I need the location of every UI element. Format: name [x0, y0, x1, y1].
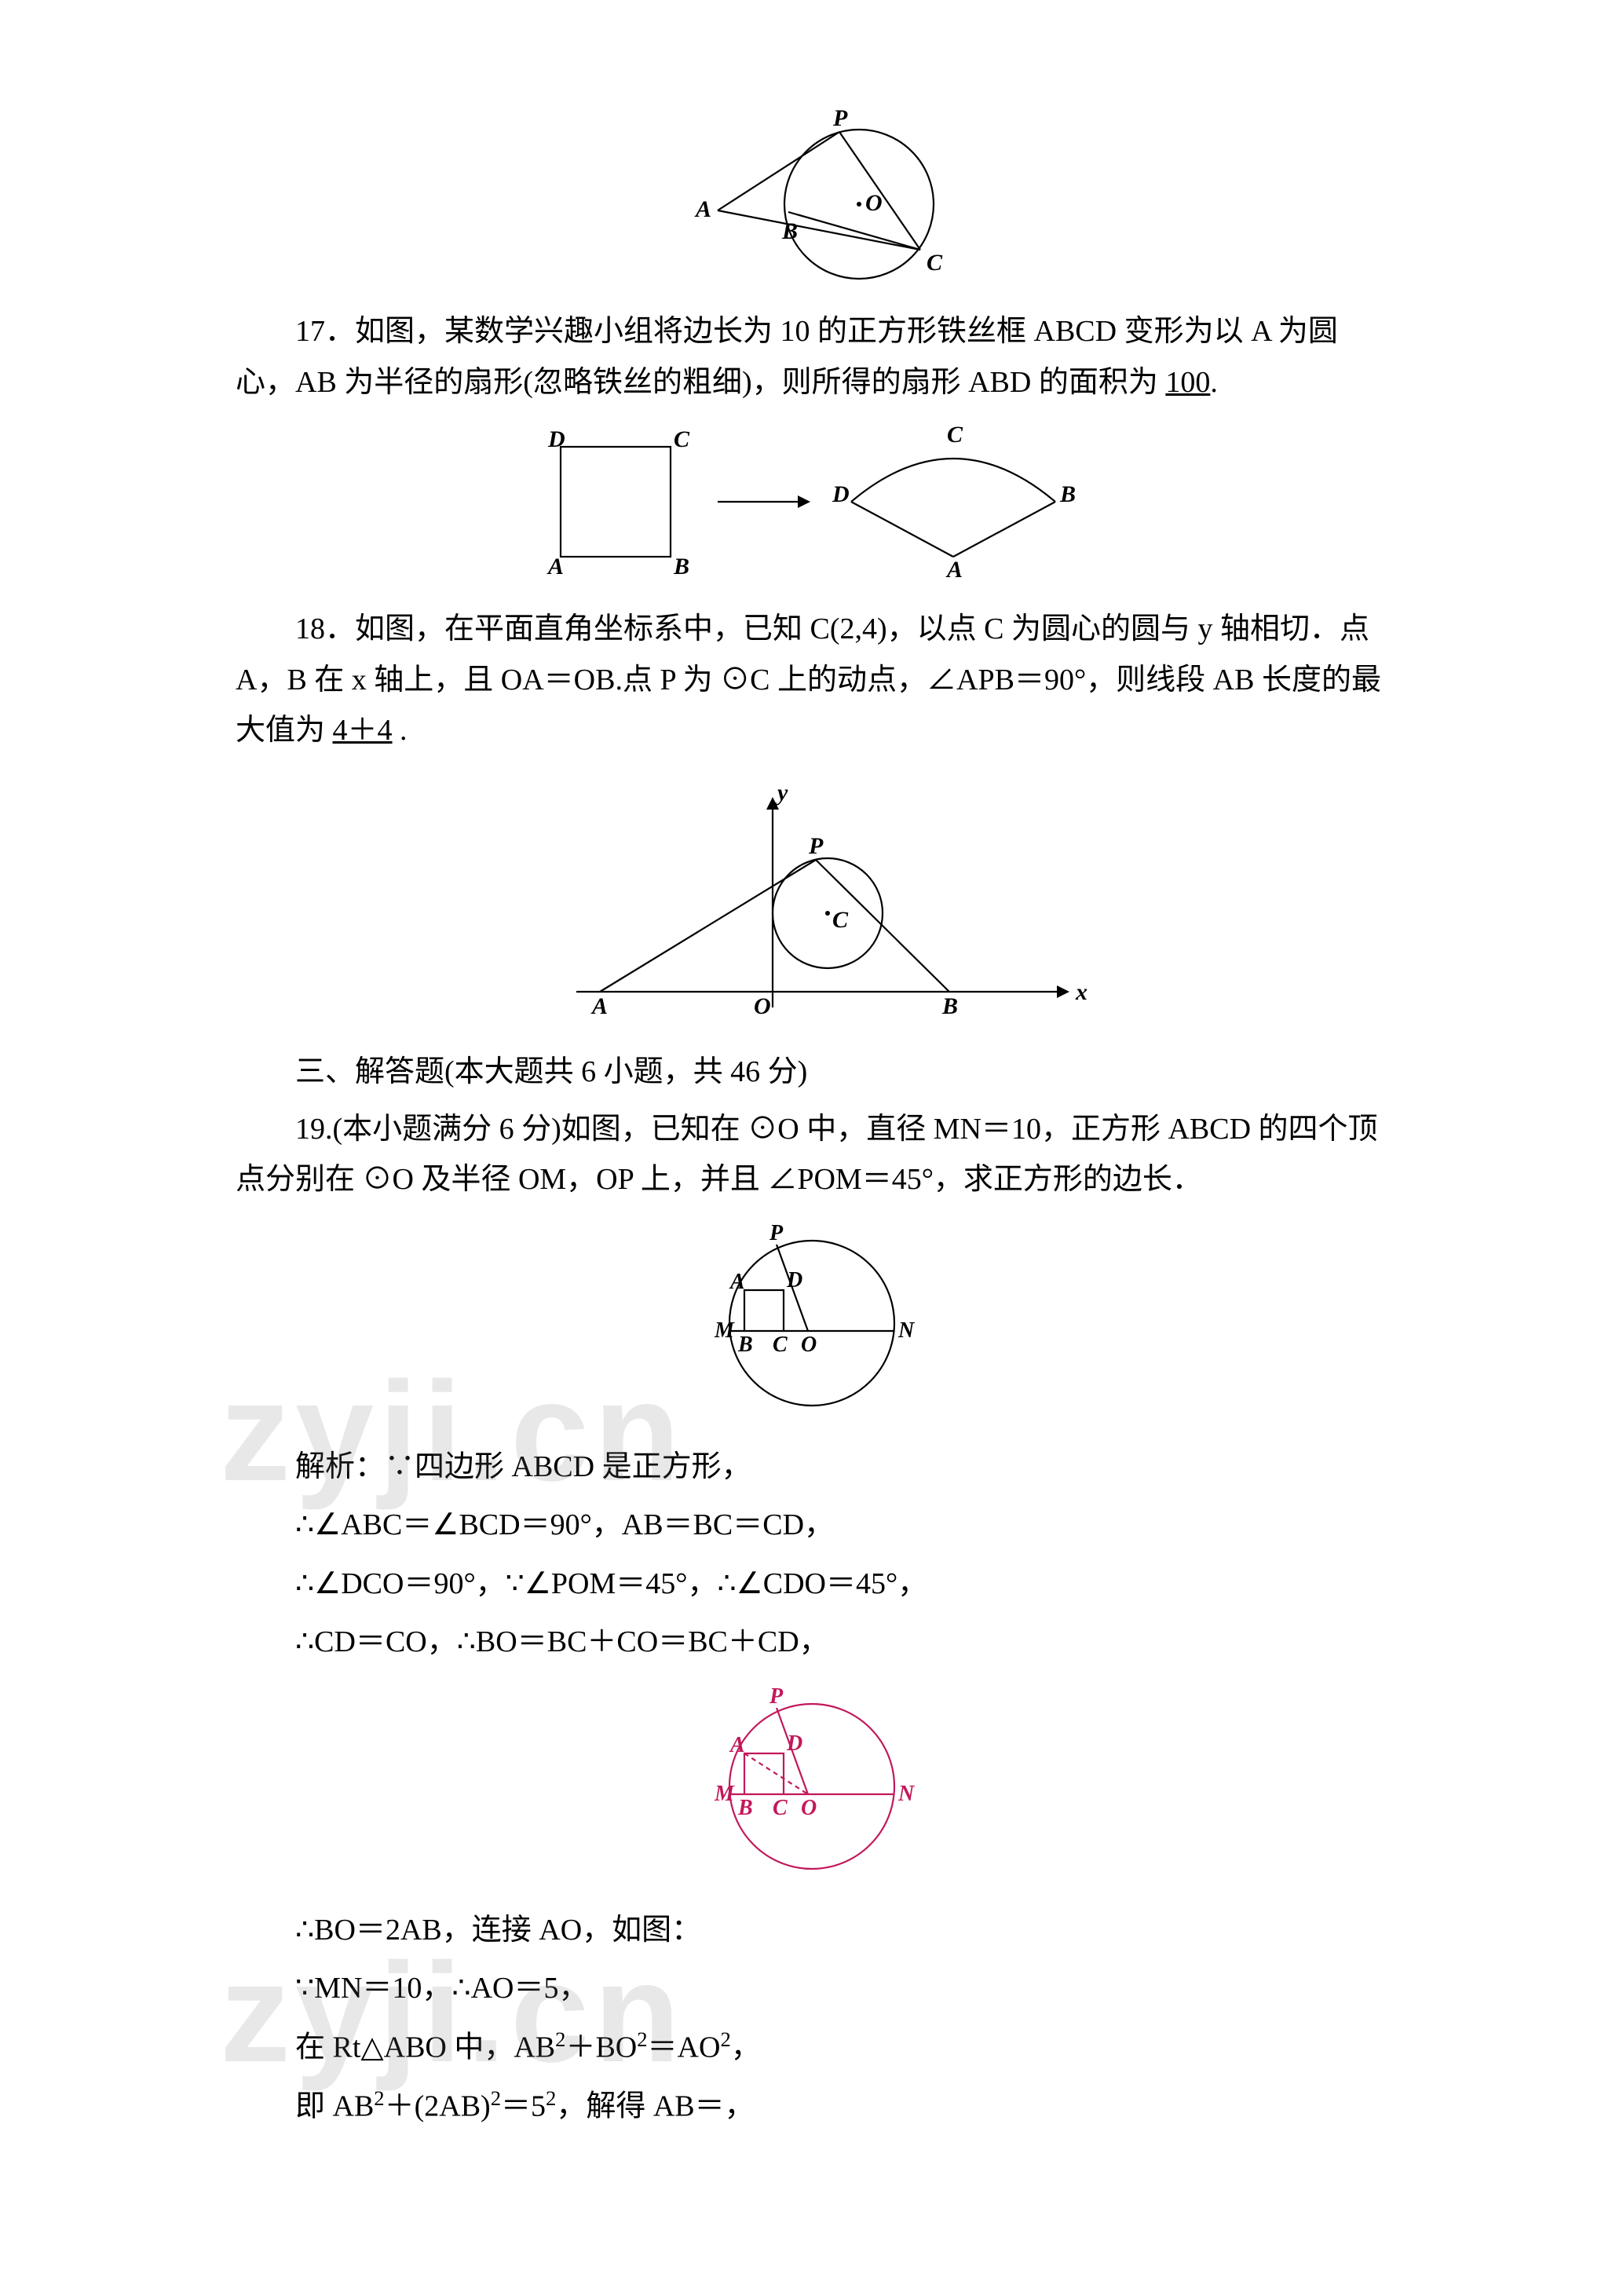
- svg-text:B: B: [941, 993, 958, 1019]
- svg-text:O: O: [754, 993, 771, 1019]
- svg-text:P: P: [769, 1221, 784, 1245]
- svg-text:B: B: [737, 1333, 753, 1357]
- s19b-l3-pre: 在 Rt△ABO 中，AB: [295, 2031, 555, 2064]
- s19b-l3-post: ＝AO: [648, 2031, 721, 2064]
- svg-text:C: C: [947, 423, 963, 448]
- sup-2-f: 2: [546, 2086, 556, 2110]
- svg-text:D: D: [786, 1731, 802, 1756]
- svg-text:P: P: [769, 1684, 784, 1709]
- figure-19b: M N P A D B C O: [686, 1684, 938, 1881]
- solution-19-l2: ∴∠DCO＝90°，∵∠POM＝45°，∴∠CDO＝45°，: [236, 1558, 1387, 1610]
- sup-2-d: 2: [374, 2086, 384, 2110]
- svg-text:O: O: [865, 190, 883, 216]
- svg-text:A: A: [590, 993, 608, 1019]
- svg-text:P: P: [808, 833, 824, 859]
- sup-2-c: 2: [720, 2027, 730, 2051]
- svg-text:y: y: [775, 780, 788, 806]
- question-18: 18．如图，在平面直角坐标系中，已知 C(2,4)，以点 C 为圆心的圆与 y …: [236, 604, 1387, 756]
- s19b-l4-solve: ，解得 AB＝: [556, 2090, 724, 2123]
- svg-text:A: A: [945, 557, 963, 580]
- svg-text:A: A: [694, 196, 711, 222]
- svg-text:B: B: [1059, 481, 1076, 507]
- q18-trailer: .: [393, 714, 408, 747]
- question-19: 19.(本小题满分 6 分)如图，已知在 ⊙O 中，直径 MN＝10，正方形 A…: [236, 1104, 1387, 1205]
- solution-19a: 解析：∵四边形 ABCD 是正方形， ∴∠ABC＝∠BCD＝90°，AB＝BC＝…: [236, 1441, 1387, 1669]
- svg-text:N: N: [897, 1318, 916, 1343]
- svg-text:B: B: [737, 1796, 753, 1820]
- svg-text:C: C: [773, 1796, 788, 1820]
- svg-text:N: N: [897, 1782, 916, 1806]
- svg-text:x: x: [1075, 979, 1087, 1005]
- sup-2-b: 2: [637, 2027, 647, 2051]
- s19b-l3-tail: ，: [731, 2031, 761, 2064]
- svg-text:M: M: [714, 1318, 735, 1343]
- figure-19a-wrap: M N P A D B C O: [236, 1221, 1387, 1417]
- solution-19b-l2: ∵MN＝10，∴AO＝5，: [236, 1962, 1387, 2015]
- q17-answer: 100: [1165, 366, 1210, 399]
- svg-text:C: C: [832, 907, 849, 933]
- page: zyji.cn zyji.cn A B O P C 17．如图，某数学兴趣小组将…: [0, 0, 1623, 2296]
- svg-text:C: C: [927, 250, 943, 276]
- solution-19b: ∴BO＝2AB，连接 AO，如图： ∵MN＝10，∴AO＝5， 在 Rt△ABO…: [236, 1904, 1387, 2133]
- svg-text:A: A: [729, 1270, 745, 1294]
- svg-text:D: D: [832, 481, 850, 507]
- svg-text:D: D: [786, 1268, 802, 1292]
- s19b-l4-eq: ＝5: [501, 2090, 546, 2123]
- svg-text:O: O: [801, 1796, 817, 1820]
- s19b-l4-tail: ，: [725, 2090, 755, 2123]
- figure-19b-wrap: M N P A D B C O: [236, 1684, 1387, 1881]
- svg-text:D: D: [547, 426, 565, 452]
- s19b-l4-pre: 即 AB: [295, 2090, 374, 2123]
- svg-text:B: B: [673, 554, 689, 579]
- s19b-l3-mid: ＋BO: [565, 2031, 637, 2064]
- section-3-heading: 三、解答题(本大题共 6 小题，共 46 分): [236, 1047, 1387, 1098]
- svg-text:A: A: [546, 554, 564, 579]
- question-17: 17．如图，某数学兴趣小组将边长为 10 的正方形铁丝框 ABCD 变形为以 A…: [236, 306, 1387, 408]
- figure-17: D C A B D B A C: [514, 423, 1110, 580]
- q17-period: .: [1210, 366, 1218, 399]
- sup-2-a: 2: [555, 2027, 565, 2051]
- figure-19a: M N P A D B C O: [686, 1221, 938, 1417]
- sup-2-e: 2: [491, 2086, 501, 2110]
- svg-text:B: B: [781, 218, 798, 244]
- figure-16: A B O P C: [663, 110, 961, 283]
- svg-text:C: C: [773, 1333, 788, 1357]
- solution-19b-l1: ∴BO＝2AB，连接 AO，如图：: [236, 1904, 1387, 1957]
- solution-19-l1: ∴∠ABC＝∠BCD＝90°，AB＝BC＝CD，: [236, 1499, 1387, 1552]
- svg-text:P: P: [832, 110, 848, 131]
- solution-19b-l4: 即 AB2＋(2AB)2＝52，解得 AB＝，: [236, 2080, 1387, 2133]
- solution-19-intro: 解析：∵四边形 ABCD 是正方形，: [236, 1441, 1387, 1493]
- figure-17-wrap: D C A B D B A C: [236, 423, 1387, 580]
- figure-18-wrap: x y O A B P C: [236, 772, 1387, 1023]
- figure-16-wrap: A B O P C: [236, 110, 1387, 283]
- svg-text:O: O: [801, 1333, 817, 1357]
- svg-text:C: C: [674, 426, 690, 452]
- svg-text:M: M: [714, 1782, 735, 1806]
- q18-text: 18．如图，在平面直角坐标系中，已知 C(2,4)，以点 C 为圆心的圆与 y …: [236, 612, 1381, 747]
- figure-18: x y O A B P C: [514, 772, 1110, 1023]
- s19b-l4-mid: ＋(2AB): [385, 2090, 491, 2123]
- solution-19-l3: ∴CD＝CO，∴BO＝BC＋CO＝BC＋CD，: [236, 1616, 1387, 1669]
- svg-text:A: A: [729, 1733, 745, 1757]
- q18-answer: 4＋4: [333, 714, 393, 747]
- solution-19b-l3: 在 Rt△ABO 中，AB2＋BO2＝AO2，: [236, 2021, 1387, 2074]
